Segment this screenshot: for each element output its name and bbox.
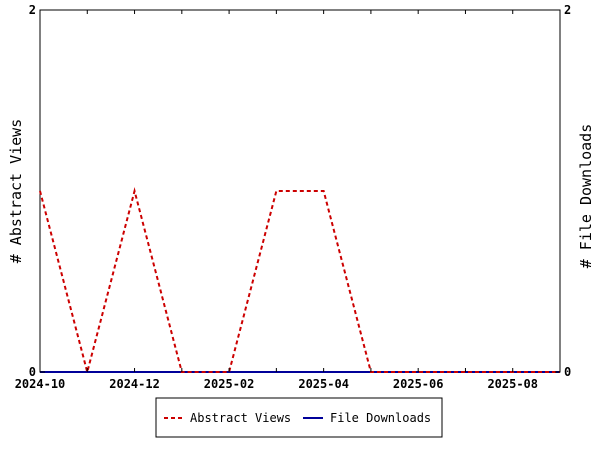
series-line-abstract-views	[39, 187, 560, 376]
y-axis-right-title: # File Downloads	[577, 124, 595, 269]
y-axis-right: 02	[555, 3, 571, 379]
y-left-tick-label: 0	[29, 365, 36, 379]
x-tick-label: 2025-02	[204, 377, 255, 391]
legend-box	[155, 397, 443, 438]
series-layer	[39, 187, 560, 376]
y-axis-left: 02	[29, 3, 45, 379]
y-right-tick-label: 0	[564, 365, 571, 379]
y-right-tick-label: 2	[564, 3, 571, 17]
x-tick-label: 2025-08	[487, 377, 538, 391]
x-tick-label: 2025-04	[298, 377, 349, 391]
legend-label-file-downloads: File Downloads	[330, 411, 431, 425]
y-left-tick-label: 2	[29, 3, 36, 17]
x-tick-label: 2025-06	[393, 377, 444, 391]
x-tick-label: 2024-10	[15, 377, 66, 391]
x-axis: 2024-10 2024-12 2025-02 2025-04 2025-06 2025-…	[15, 10, 561, 391]
y-axis-left-title: # Abstract Views	[7, 119, 25, 264]
legend: Abstract Views File Downloads	[155, 397, 443, 438]
x-tick-label: 2024-12	[109, 377, 160, 391]
legend-label-abstract-views: Abstract Views	[190, 411, 291, 425]
